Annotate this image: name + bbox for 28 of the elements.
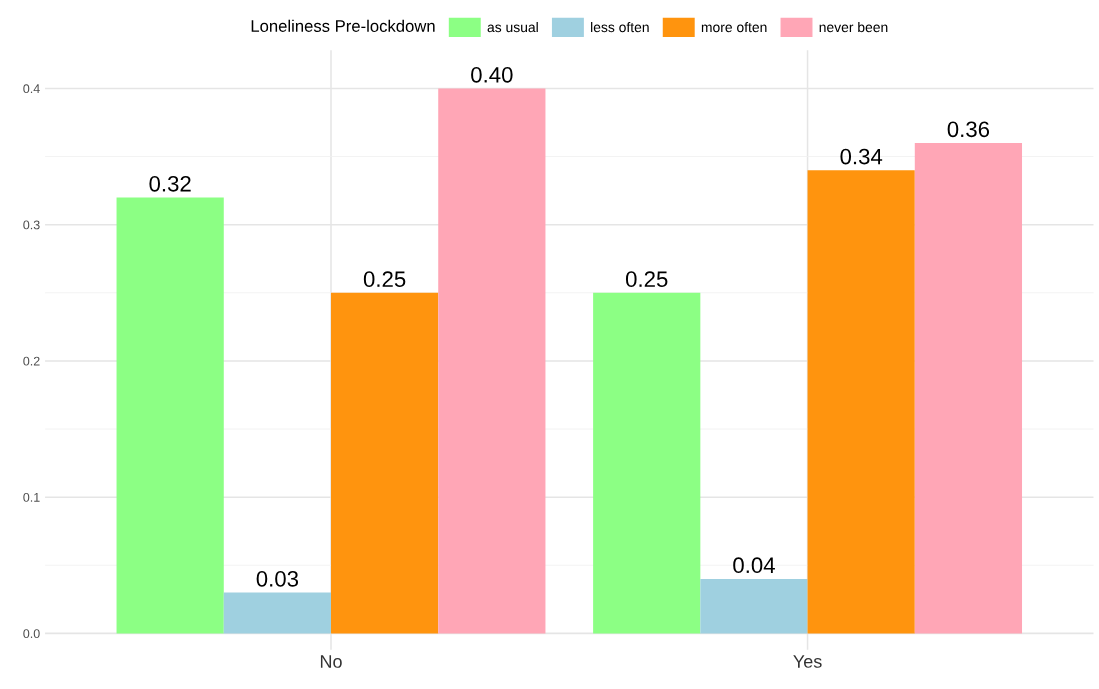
y-tick-label: 0.4 xyxy=(23,84,40,94)
data-label: 0.32 xyxy=(149,175,191,192)
data-label: 0.40 xyxy=(471,66,513,83)
legend-label: less often xyxy=(591,21,649,33)
bar xyxy=(700,578,808,634)
data-label: 0.36 xyxy=(947,121,990,138)
bar xyxy=(807,170,915,634)
x-tick-label: No xyxy=(320,655,342,668)
legend-label: never been xyxy=(819,21,888,33)
x-tick-label: Yes xyxy=(793,655,822,668)
legend-title: Loneliness Pre-lockdown xyxy=(251,19,435,32)
data-label: 0.25 xyxy=(625,271,668,288)
bar xyxy=(914,142,1023,634)
bar xyxy=(438,88,546,634)
y-tick-label: 0.2 xyxy=(23,356,40,366)
data-label: 0.25 xyxy=(363,271,406,288)
y-tick-label: 0.1 xyxy=(23,492,40,502)
data-label: 0.34 xyxy=(840,148,883,165)
legend-label: more often xyxy=(701,21,767,33)
bar xyxy=(593,292,701,634)
data-label: 0.03 xyxy=(256,570,299,587)
bar xyxy=(116,197,224,634)
y-tick-label: 0.0 xyxy=(23,629,40,639)
bar xyxy=(223,592,331,634)
y-tick-label: 0.3 xyxy=(23,220,40,230)
data-label: 0.04 xyxy=(733,557,775,574)
legend-label: as usual xyxy=(487,21,538,33)
bar xyxy=(331,292,439,634)
